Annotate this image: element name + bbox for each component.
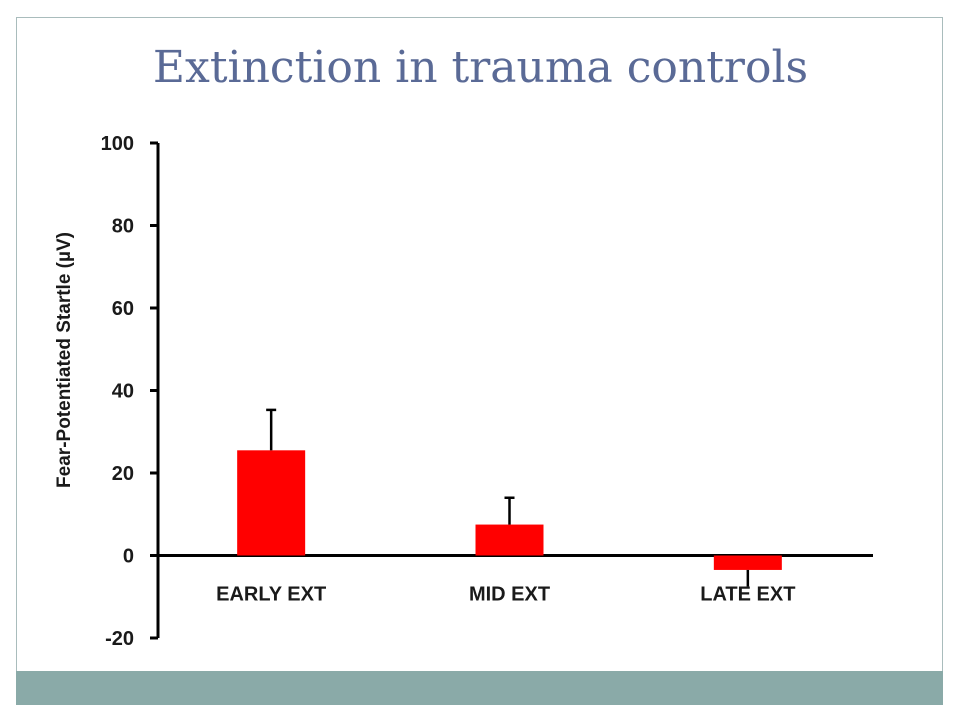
- x-axis-labels: EARLY EXT MID EXT LATE EXT: [216, 584, 795, 606]
- x-category-label: LATE EXT: [700, 584, 795, 606]
- y-tick-label: 20: [112, 463, 134, 485]
- y-tick-label: 40: [112, 381, 134, 403]
- slide-frame: Extinction in trauma controls: [16, 17, 943, 705]
- bar: [237, 450, 306, 556]
- x-category-label: MID EXT: [469, 584, 550, 606]
- y-tick-label: 60: [112, 298, 134, 320]
- y-axis-ticks: -20 0 20 40 60 80 100: [101, 133, 158, 650]
- footer-bar: [16, 671, 943, 705]
- bar: [713, 555, 782, 570]
- x-category-label: EARLY EXT: [216, 584, 326, 606]
- chart-error-bars: [266, 408, 750, 587]
- y-axis-label: Fear-Potentiated Startle (µV): [54, 232, 75, 488]
- y-tick-label: 100: [101, 133, 134, 155]
- y-tick-label: 0: [123, 546, 134, 568]
- y-tick-label: -20: [105, 628, 134, 650]
- bar: [475, 524, 544, 556]
- chart-bars: [237, 450, 782, 570]
- y-tick-label: 80: [112, 216, 134, 238]
- slide-title: Extinction in trauma controls: [152, 42, 809, 93]
